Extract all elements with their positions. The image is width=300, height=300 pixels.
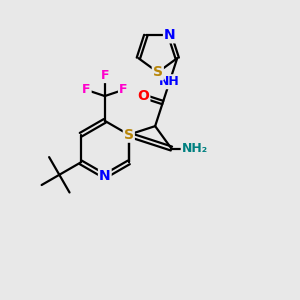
Text: N: N <box>164 28 176 42</box>
Text: F: F <box>100 69 109 82</box>
Text: O: O <box>137 89 149 103</box>
Text: N: N <box>99 169 111 183</box>
Text: NH₂: NH₂ <box>182 142 208 155</box>
Text: NH: NH <box>159 75 180 88</box>
Text: S: S <box>153 65 163 79</box>
Text: S: S <box>124 128 134 142</box>
Text: F: F <box>119 83 128 96</box>
Text: F: F <box>82 83 91 96</box>
